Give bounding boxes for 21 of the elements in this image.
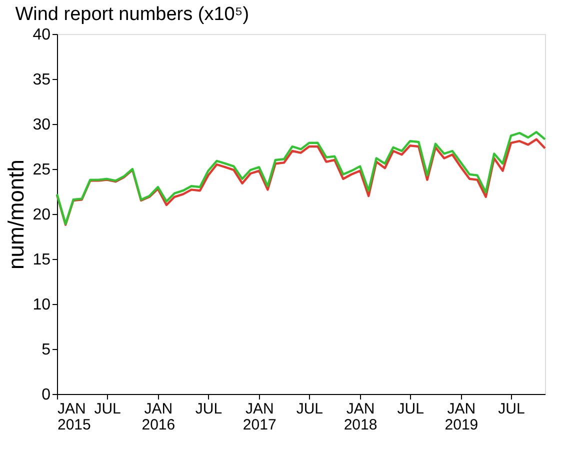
x-tick-label: JAN 2015 xyxy=(58,400,91,434)
y-tick-label: 15 xyxy=(32,252,51,268)
y-tick-label: 5 xyxy=(42,342,51,358)
x-tick-label: JAN 2016 xyxy=(142,400,176,434)
x-tick-label: JUL xyxy=(498,400,525,418)
y-tick-label: 25 xyxy=(32,162,51,178)
x-tick-label: JUL xyxy=(397,400,424,418)
x-tick-label: JAN 2017 xyxy=(242,400,276,434)
y-axis-title: num/month xyxy=(4,159,29,270)
y-tick-label: 40 xyxy=(32,26,51,44)
chart-title: Wind report numbers (x10⁵) xyxy=(15,4,250,25)
y-tick-label: 35 xyxy=(32,72,51,88)
y-tick-label: 10 xyxy=(32,296,51,314)
x-tick-label: JAN 2019 xyxy=(444,400,478,434)
x-tick-label: JUL xyxy=(94,400,121,418)
x-tick-label: JUL xyxy=(195,400,222,418)
x-tick-label: JUL xyxy=(296,400,323,418)
y-tick-label: 30 xyxy=(32,116,51,134)
x-tick-label: JAN 2018 xyxy=(344,400,378,434)
y-tick-label: 0 xyxy=(42,386,51,404)
y-tick-label: 20 xyxy=(32,206,51,224)
